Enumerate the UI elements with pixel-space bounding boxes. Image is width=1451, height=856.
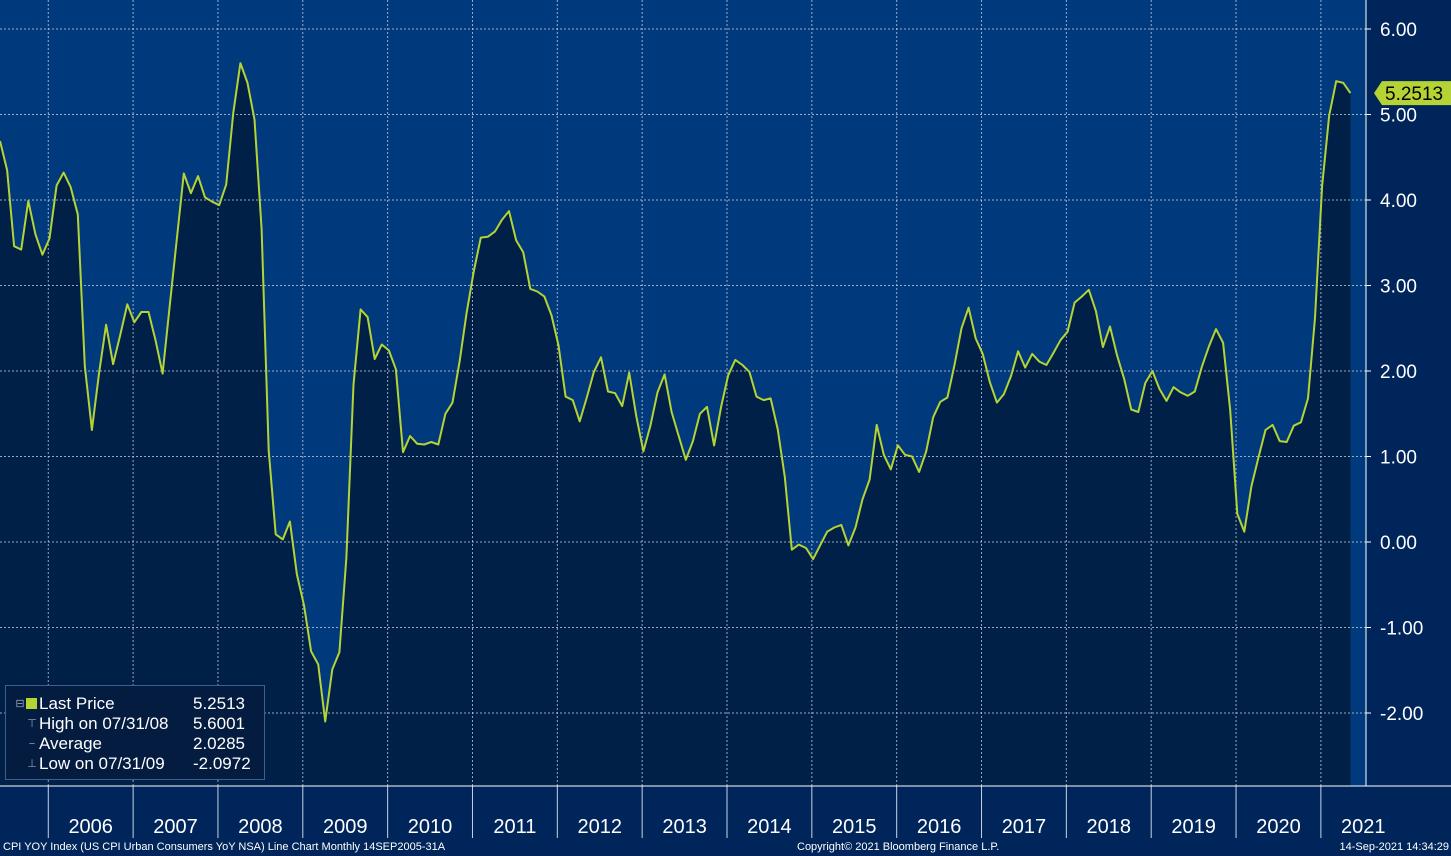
- high-marker-icon: ⊤: [27, 718, 37, 730]
- legend: ⊟ Last Price 5.2513 ⊤ High on 07/31/08 5…: [5, 685, 265, 780]
- legend-high-value: 5.6001: [193, 714, 245, 733]
- y-tick-label: 0.00: [1380, 533, 1417, 554]
- x-tick-label: 2006: [68, 816, 113, 838]
- x-tick-label: 2011: [493, 816, 536, 838]
- series-line: [0, 62, 1352, 723]
- chart-area: 6.00 5.00 4.00 3.00 2.00 1.00 0.00 -1.00 -2.00 20…: [0, 0, 1451, 838]
- legend-average-label: Average: [39, 734, 103, 753]
- legend-row-last-price: ⊟ Last Price 5.2513: [6, 694, 264, 714]
- low-marker-icon: ⊥: [27, 758, 37, 770]
- x-tick-label: 2007: [153, 816, 198, 838]
- collapse-icon[interactable]: ⊟: [15, 698, 25, 710]
- footer: CPI YOY Index (US CPI Urban Consumers Yo…: [0, 838, 1451, 856]
- x-tick-label: 2019: [1171, 816, 1216, 838]
- footer-copyright: Copyright© 2021 Bloomberg Finance L.P.: [797, 841, 1000, 853]
- legend-row-high: ⊤ High on 07/31/08 5.6001: [6, 714, 264, 734]
- last-value-badge: [1374, 81, 1451, 106]
- average-marker-icon: −: [28, 738, 36, 750]
- x-tick-label: 2014: [747, 816, 792, 838]
- y-tick-label: 4.00: [1380, 191, 1417, 212]
- x-tick-label: 2008: [238, 816, 283, 838]
- footer-timestamp: 14-Sep-2021 14:34:29: [1339, 841, 1449, 853]
- x-tick-label: 2015: [832, 816, 877, 838]
- x-tick-label: 2009: [323, 816, 368, 838]
- y-tick-label: 5.00: [1380, 106, 1417, 127]
- legend-last-price-value: 5.2513: [193, 694, 245, 713]
- footer-description: CPI YOY Index (US CPI Urban Consumers Yo…: [3, 841, 446, 853]
- x-tick-label: 2017: [1002, 816, 1047, 838]
- y-tick-label: 2.00: [1380, 362, 1417, 383]
- legend-high-label: High on 07/31/08: [39, 714, 169, 733]
- y-tick-label: 1.00: [1380, 448, 1417, 469]
- x-tick-label: 2012: [577, 816, 622, 838]
- legend-low-value: -2.0972: [193, 754, 251, 773]
- x-tick-label: 2016: [917, 816, 962, 838]
- x-tick-label: 2021: [1341, 816, 1386, 838]
- legend-low-label: Low on 07/31/09: [39, 754, 165, 773]
- series-swatch-icon: [26, 698, 37, 709]
- legend-average-value: 2.0285: [193, 734, 245, 753]
- x-tick-label: 2010: [408, 816, 453, 838]
- y-tick-label: 3.00: [1380, 277, 1417, 298]
- x-tick-label: 2018: [1087, 816, 1132, 838]
- x-tick-label: 2013: [662, 816, 707, 838]
- cpi-line-chart: 6.00 5.00 4.00 3.00 2.00 1.00 0.00 -1.00 -2.00 20…: [0, 0, 1451, 838]
- y-tick-label: 6.00: [1380, 20, 1417, 41]
- legend-row-low: ⊥ Low on 07/31/09 -2.0972: [6, 754, 264, 774]
- legend-row-average: − Average 2.0285: [6, 734, 264, 754]
- last-value-label: 5.2513: [1385, 84, 1443, 105]
- x-tick-label: 2020: [1256, 816, 1301, 838]
- y-tick-label: -2.00: [1380, 704, 1423, 725]
- y-tick-label: -1.00: [1380, 619, 1423, 640]
- legend-last-price-label: Last Price: [39, 694, 115, 713]
